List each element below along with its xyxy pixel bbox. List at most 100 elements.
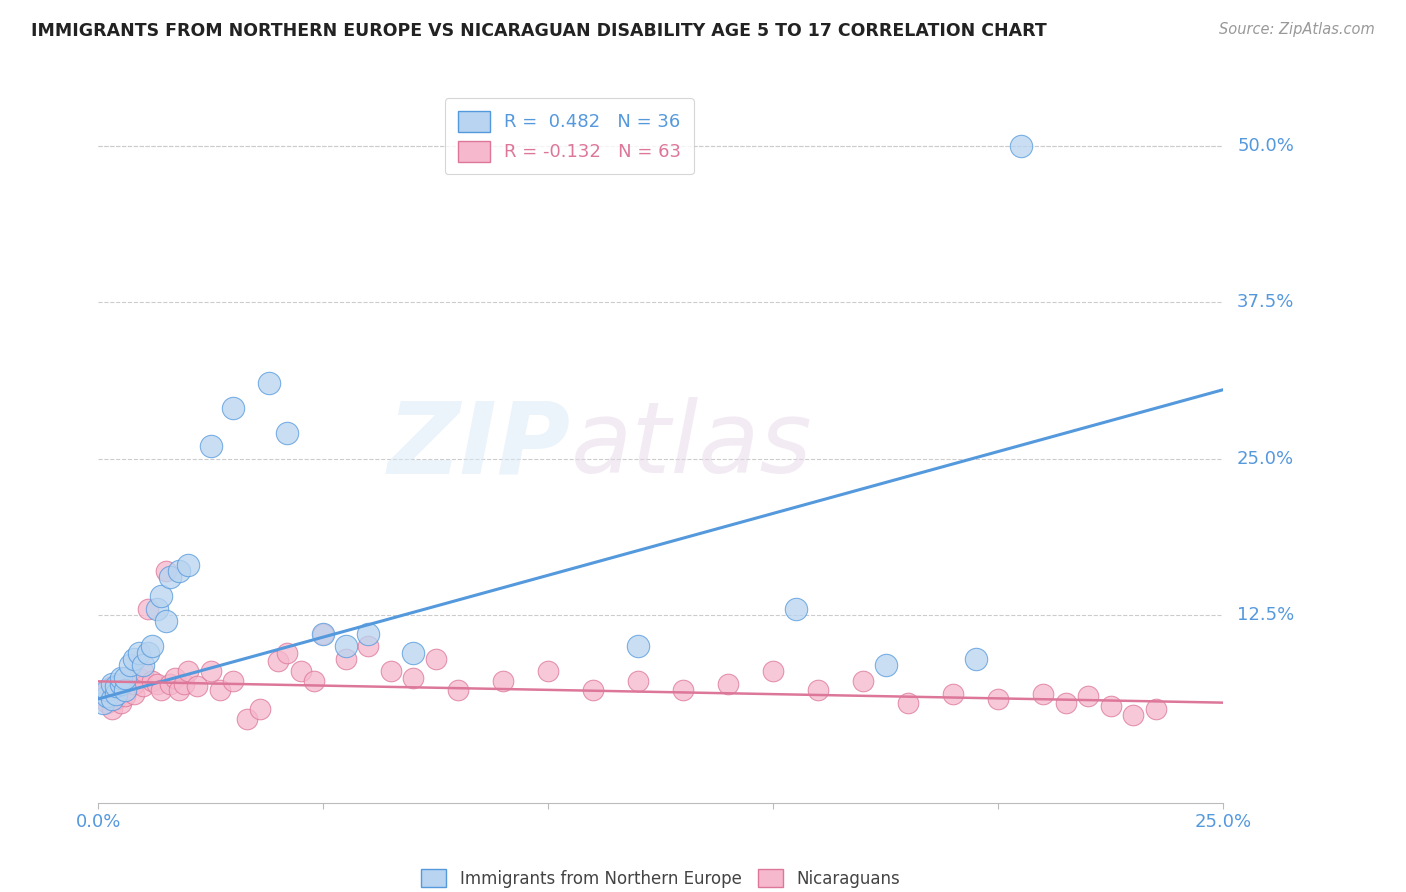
Point (447, 683, 470, 698)
Point (1032, 687, 1054, 701)
Point (110, 671, 132, 685)
Point (200, 665, 222, 679)
Point (425, 652, 447, 666)
Point (136, 646, 159, 660)
Point (169, 564, 191, 578)
Point (110, 696, 132, 710)
Point (304, 674, 326, 689)
Point (1054, 696, 1077, 710)
Point (672, 683, 695, 698)
Point (169, 683, 191, 698)
Point (875, 658, 897, 673)
Point (132, 679, 155, 693)
Point (124, 677, 146, 691)
Point (110, 677, 132, 691)
Point (402, 646, 425, 660)
Point (276, 426, 298, 441)
Point (114, 690, 136, 704)
Text: 25.0%: 25.0% (1237, 450, 1295, 467)
Point (110, 677, 132, 691)
Point (785, 601, 807, 615)
Point (118, 658, 141, 673)
Point (186, 679, 208, 693)
Point (124, 652, 146, 666)
Point (114, 683, 136, 698)
Point (96, 683, 118, 698)
Point (132, 665, 155, 679)
Point (159, 677, 181, 691)
Point (132, 658, 155, 673)
Point (105, 683, 128, 698)
Point (105, 687, 128, 701)
Point (1144, 702, 1167, 716)
Point (141, 674, 163, 689)
Point (762, 665, 785, 679)
Point (627, 640, 650, 654)
Point (96, 696, 118, 710)
Legend: Immigrants from Northern Europe, Nicaraguans: Immigrants from Northern Europe, Nicarag… (413, 861, 908, 892)
Point (357, 640, 380, 654)
Point (141, 640, 163, 654)
Point (582, 683, 605, 698)
Point (124, 687, 146, 701)
Point (105, 679, 128, 693)
Point (807, 683, 830, 698)
Text: 50.0%: 50.0% (1237, 136, 1294, 154)
Point (155, 564, 177, 578)
Point (118, 677, 141, 691)
Point (290, 665, 312, 679)
Point (101, 679, 124, 693)
Text: 12.5%: 12.5% (1237, 606, 1295, 624)
Point (91, 690, 114, 704)
Point (146, 601, 169, 615)
Point (163, 671, 186, 685)
Point (208, 683, 231, 698)
Point (236, 712, 259, 726)
Point (402, 671, 425, 685)
Point (128, 671, 150, 685)
Point (222, 401, 245, 416)
Point (312, 627, 335, 641)
Point (200, 439, 222, 453)
Point (114, 671, 136, 685)
Point (627, 674, 650, 689)
Point (312, 627, 335, 641)
Point (987, 692, 1010, 706)
Text: 37.5%: 37.5% (1237, 293, 1295, 311)
Point (173, 677, 195, 691)
Point (267, 654, 290, 668)
Point (91, 696, 114, 710)
Point (146, 677, 169, 691)
Point (897, 696, 920, 710)
Point (101, 677, 124, 691)
Point (155, 614, 177, 628)
Point (101, 692, 124, 706)
Point (128, 646, 150, 660)
Point (380, 665, 402, 679)
Point (105, 692, 128, 706)
Point (114, 683, 136, 698)
Point (335, 640, 357, 654)
Point (537, 665, 560, 679)
Point (222, 674, 245, 689)
Point (177, 558, 200, 572)
Point (96, 690, 118, 704)
Point (150, 683, 173, 698)
Point (1099, 699, 1122, 714)
Text: IMMIGRANTS FROM NORTHERN EUROPE VS NICARAGUAN DISABILITY AGE 5 TO 17 CORRELATION: IMMIGRANTS FROM NORTHERN EUROPE VS NICAR… (31, 22, 1046, 40)
Point (150, 589, 173, 603)
Text: Source: ZipAtlas.com: Source: ZipAtlas.com (1219, 22, 1375, 37)
Point (259, 376, 281, 391)
Point (1077, 690, 1099, 704)
Point (276, 646, 298, 660)
Point (357, 627, 380, 641)
Text: atlas: atlas (571, 398, 813, 494)
Point (177, 665, 200, 679)
Point (717, 677, 740, 691)
Point (1010, 138, 1032, 153)
Point (492, 674, 515, 689)
Point (335, 652, 357, 666)
Point (852, 674, 875, 689)
Point (118, 671, 141, 685)
Text: ZIP: ZIP (388, 398, 571, 494)
